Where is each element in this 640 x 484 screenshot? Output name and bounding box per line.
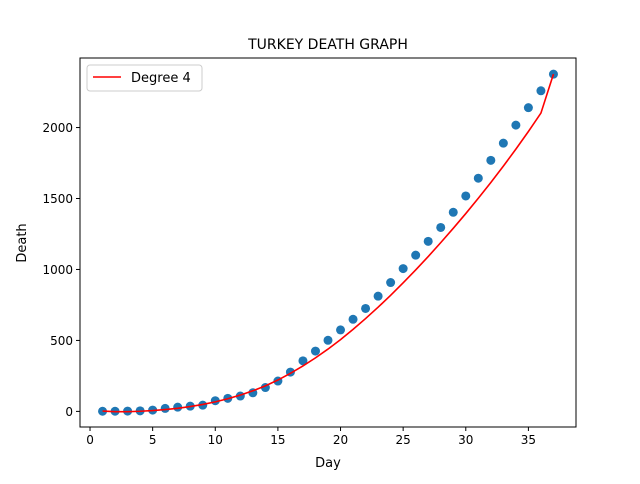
x-tick-label: 35 (521, 433, 536, 447)
x-tick-label: 10 (208, 433, 223, 447)
data-point (473, 173, 483, 183)
data-point (498, 138, 508, 148)
data-point (173, 402, 183, 412)
data-point (511, 120, 521, 130)
legend-label-degree-4: Degree 4 (131, 71, 191, 86)
data-point (411, 250, 421, 260)
y-tick-label: 500 (50, 334, 73, 348)
data-point (373, 291, 383, 301)
data-point (160, 403, 170, 413)
data-point (336, 325, 346, 335)
y-tick-label: 1500 (42, 192, 73, 206)
data-point (310, 346, 320, 356)
axes-frame (79, 57, 577, 428)
data-point (348, 314, 358, 324)
x-tick-label: 15 (270, 433, 285, 447)
data-point (536, 86, 546, 96)
data-point (298, 356, 308, 366)
data-point (461, 191, 471, 201)
data-point (448, 207, 458, 217)
y-tick-label: 0 (65, 405, 73, 419)
legend: Degree 4 (86, 64, 203, 92)
y-tick-label: 2000 (42, 121, 73, 135)
legend-box (86, 64, 203, 92)
data-point (523, 103, 533, 113)
x-tick-label: 5 (149, 433, 157, 447)
data-point (436, 222, 446, 232)
x-tick-label: 30 (458, 433, 473, 447)
plot-area (98, 69, 558, 416)
data-point (323, 335, 333, 345)
x-axis-label: Day (315, 456, 341, 471)
chart-title: TURKEY DEATH GRAPH (247, 37, 408, 53)
x-tick-label: 20 (333, 433, 348, 447)
x-tick-label: 0 (86, 433, 94, 447)
data-point (486, 155, 496, 165)
data-point (548, 69, 558, 79)
data-point (423, 236, 433, 246)
y-axis-label: Death (15, 223, 30, 262)
y-tick-label: 1000 (42, 263, 73, 277)
x-tick-label: 25 (396, 433, 411, 447)
data-point (386, 278, 396, 288)
data-point (361, 303, 371, 313)
data-point (398, 264, 408, 274)
axis-ticks: 0 5 10 15 20 25 30 35 0 500 1000 1500 2000 (42, 121, 536, 447)
fit-line-degree-4 (102, 73, 555, 413)
